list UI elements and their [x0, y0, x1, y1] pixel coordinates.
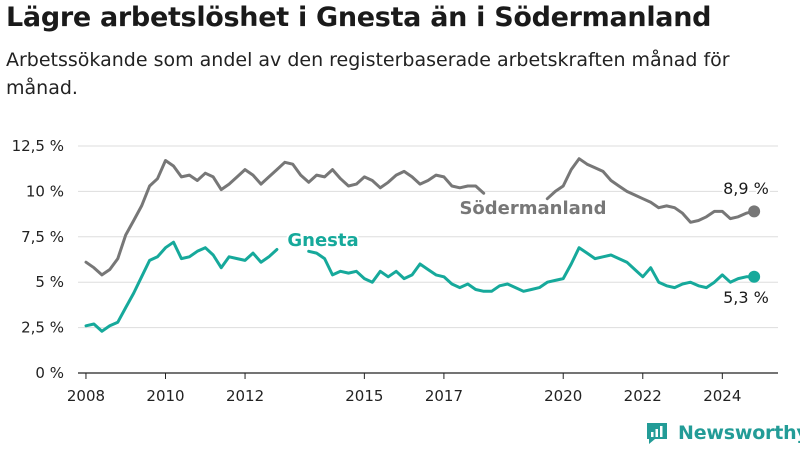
- y-tick-label: 10 %: [26, 182, 64, 200]
- y-tick-label: 5 %: [35, 273, 64, 291]
- series-label-sodermanland: Södermanland: [459, 198, 606, 219]
- end-value-label-gnesta: 5,3 %: [723, 288, 769, 307]
- x-tick-label: 2010: [146, 387, 184, 405]
- x-tick-label: 2022: [624, 387, 662, 405]
- series-line-sodermanland: [545, 157, 756, 224]
- series-line-gnesta: [84, 240, 279, 333]
- newsworthy-logo-icon: [647, 423, 667, 444]
- y-tick-label: 12,5 %: [12, 137, 64, 155]
- chart-subtitle: Arbetssökande som andel av den registerb…: [6, 49, 730, 99]
- x-tick-label: 2024: [703, 387, 741, 405]
- series-label-gnesta: Gnesta: [287, 230, 358, 251]
- y-tick-label: 2,5 %: [21, 319, 64, 337]
- x-tick-label: 2008: [67, 387, 105, 405]
- chart-title: Lägre arbetslöshet i Gnesta än i Söderma…: [6, 2, 712, 33]
- series-line-sodermanland: [84, 159, 486, 277]
- x-tick-label: 2017: [425, 387, 463, 405]
- brand-name: Newsworthy: [678, 422, 800, 444]
- x-tick-label: 2020: [544, 387, 582, 405]
- end-point-sodermanland: [748, 205, 761, 218]
- line-chart: 0 % 2,5 % 5 % 7,5 % 10 % 12,5 % 2008 2010 2012 20…: [12, 137, 778, 405]
- end-point-gnesta: [748, 270, 761, 283]
- y-tick-label: 7,5 %: [21, 228, 64, 246]
- series-line-gnesta: [307, 246, 756, 293]
- y-tick-label: 0 %: [35, 364, 64, 382]
- x-tick-label: 2012: [226, 387, 264, 405]
- brand-logo: Newsworthy: [644, 419, 800, 447]
- x-tick-label: 2015: [345, 387, 383, 405]
- end-value-label-sodermanland: 8,9 %: [723, 179, 769, 198]
